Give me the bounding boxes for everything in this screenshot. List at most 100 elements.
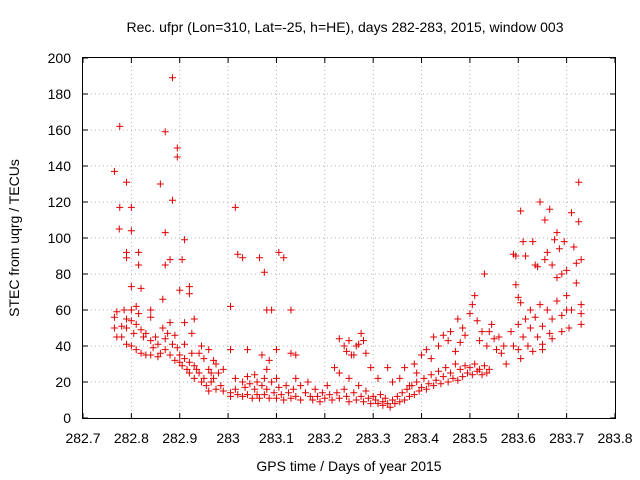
data-point (546, 329, 554, 337)
data-point (538, 322, 546, 330)
data-point (154, 340, 162, 348)
data-point (185, 283, 193, 291)
data-point (188, 329, 196, 337)
data-point (524, 342, 532, 350)
data-point (159, 324, 167, 332)
data-point (297, 396, 305, 404)
data-point (456, 365, 464, 373)
grid (83, 58, 615, 418)
data-point (480, 362, 488, 370)
data-point (473, 317, 481, 325)
data-point (123, 178, 131, 186)
data-point (185, 290, 193, 298)
data-point (210, 356, 218, 364)
data-point (135, 310, 143, 318)
data-point (256, 254, 264, 262)
data-point (241, 383, 249, 391)
data-point (555, 245, 563, 253)
data-point (389, 378, 397, 386)
data-point (340, 385, 348, 393)
data-point (468, 301, 476, 309)
data-point (350, 351, 358, 359)
data-point (243, 373, 251, 381)
data-point (522, 315, 530, 323)
data-point (483, 342, 491, 350)
data-point (183, 365, 191, 373)
data-point (391, 400, 399, 408)
data-point (253, 391, 261, 399)
data-point (355, 382, 363, 390)
x-axis-label: GPS time / Days of year 2015 (256, 458, 441, 474)
x-tick-label: 283.3 (356, 430, 391, 446)
data-point (159, 295, 167, 303)
data-point (156, 180, 164, 188)
data-point (572, 259, 580, 267)
data-point (401, 396, 409, 404)
data-point (147, 313, 155, 321)
data-point (239, 254, 247, 262)
data-point (251, 385, 259, 393)
data-point (548, 261, 556, 269)
data-point (202, 382, 210, 390)
data-point (200, 374, 208, 382)
data-point (522, 252, 530, 260)
x-tick-label: 283.2 (307, 430, 342, 446)
data-point (514, 346, 522, 354)
data-point (478, 328, 486, 336)
data-point (459, 373, 467, 381)
data-point (563, 266, 571, 274)
data-point (314, 392, 322, 400)
data-point (546, 205, 554, 213)
data-point (280, 396, 288, 404)
data-point (212, 385, 220, 393)
data-point (127, 306, 135, 314)
y-tick-label: 100 (48, 230, 72, 246)
data-point (292, 374, 300, 382)
data-point (168, 340, 176, 348)
data-point (379, 401, 387, 409)
data-point (219, 387, 227, 395)
data-point (309, 396, 317, 404)
data-point (137, 326, 145, 334)
data-point (214, 369, 222, 377)
data-point (260, 391, 268, 399)
axis-ticks: 282.7 282.8 282.9 283 283.1 283.2 283.3 283.4 28… (48, 50, 633, 446)
y-tick-label: 200 (48, 50, 72, 66)
data-point (185, 358, 193, 366)
data-point (270, 389, 278, 397)
data-point (212, 360, 220, 368)
data-point (173, 153, 181, 161)
data-point (352, 396, 360, 404)
data-point (567, 209, 575, 217)
data-point (190, 374, 198, 382)
data-point (231, 374, 239, 382)
data-point (485, 328, 493, 336)
data-point (256, 394, 264, 402)
data-point (360, 398, 368, 406)
data-point (519, 238, 527, 246)
data-point (517, 355, 525, 363)
data-point (410, 360, 418, 368)
data-point (289, 385, 297, 393)
data-point (422, 346, 430, 354)
data-point (335, 335, 343, 343)
data-point (147, 351, 155, 359)
data-point (570, 243, 578, 251)
data-point (123, 254, 131, 262)
data-point (442, 364, 450, 372)
data-point (205, 387, 213, 395)
data-point (517, 207, 525, 215)
data-point (168, 196, 176, 204)
data-point (123, 324, 131, 332)
data-point (490, 335, 498, 343)
data-point (461, 331, 469, 339)
data-point (166, 319, 174, 327)
data-point (548, 315, 556, 323)
data-point (335, 369, 343, 377)
data-point (536, 198, 544, 206)
data-point (357, 392, 365, 400)
data-point (577, 256, 585, 264)
data-point (306, 392, 314, 400)
data-point (272, 346, 280, 354)
data-point (430, 333, 438, 341)
